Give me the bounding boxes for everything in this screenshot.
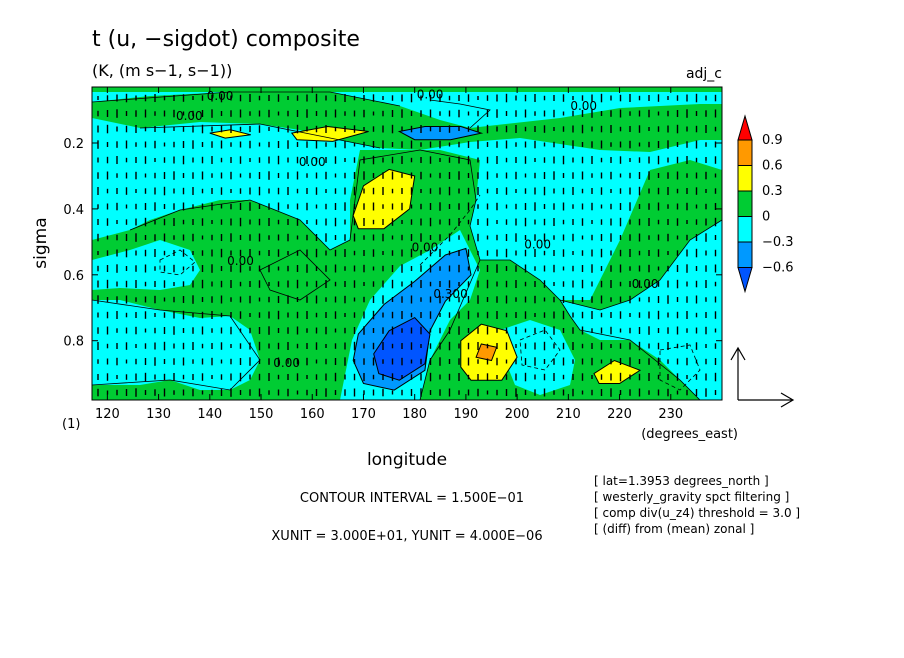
note-line: [ comp div(u_z4) threshold = 3.0 ] bbox=[594, 506, 800, 520]
negative-region-mid-left bbox=[92, 300, 260, 390]
contour-line bbox=[159, 249, 196, 276]
dataset-tag: adj_c bbox=[686, 66, 722, 82]
x-tick-label: 140 bbox=[197, 407, 222, 422]
negative-region-lower-mid bbox=[500, 320, 575, 395]
contour-line bbox=[519, 329, 561, 371]
colorbar-label: 0.3 bbox=[762, 184, 783, 199]
vector-units: XUNIT = 3.000E+01, YUNIT = 4.000E−06 bbox=[271, 529, 542, 544]
contour-label: 0.00 bbox=[412, 241, 439, 255]
x-tick-label: 160 bbox=[300, 407, 325, 422]
colorbar-swatch bbox=[737, 190, 753, 217]
contour-label: 0.00 bbox=[176, 109, 203, 123]
contour-line bbox=[659, 344, 701, 391]
note-line: [ lat=1.3953 degrees_north ] bbox=[594, 474, 769, 488]
contour-line bbox=[259, 249, 331, 301]
colorbar-swatch bbox=[737, 165, 753, 192]
colorbar-swatch bbox=[737, 241, 753, 268]
y-tick-label: 0.6 bbox=[63, 269, 84, 284]
x-axis-units: (degrees_east) bbox=[641, 427, 738, 442]
chart-subtitle: (K, (m s−1, s−1)) bbox=[92, 61, 232, 80]
contour-line bbox=[129, 199, 351, 251]
x-tick-label: 150 bbox=[249, 407, 274, 422]
colorbar-label: 0.9 bbox=[762, 133, 783, 148]
reference-vector bbox=[730, 346, 795, 408]
contour-line bbox=[139, 123, 381, 149]
x-tick-label: 210 bbox=[556, 407, 581, 422]
contour-region bbox=[397, 126, 484, 141]
contour-line bbox=[92, 91, 401, 107]
contour-label: 0.00 bbox=[632, 277, 659, 291]
colorbar-label: −0.6 bbox=[762, 261, 794, 276]
corner-label: (1) bbox=[62, 417, 80, 432]
x-axis-label: longitude bbox=[367, 450, 447, 470]
colorbar-overflow-low bbox=[737, 267, 753, 294]
contour-interval: CONTOUR INTERVAL = 1.500E−01 bbox=[300, 491, 524, 506]
contour-label: 0.00 bbox=[524, 237, 551, 251]
contour-line bbox=[429, 99, 491, 129]
y-tick-label: 0.4 bbox=[63, 203, 84, 218]
note-line: [ (diff) from (mean) zonal ] bbox=[594, 522, 754, 536]
contour-label: 0.00 bbox=[570, 99, 597, 113]
x-tick-label: 220 bbox=[607, 407, 632, 422]
colorbar-overflow-high bbox=[737, 114, 753, 141]
negative-region-lower-right bbox=[560, 220, 722, 400]
contour-label: 0.00 bbox=[207, 89, 234, 103]
contour-region bbox=[290, 125, 369, 142]
contour-line bbox=[559, 299, 701, 400]
plot-frame bbox=[91, 86, 723, 401]
y-axis-label: sigma bbox=[31, 217, 51, 268]
colorbar: 0.9 0.6 0.3 0 −0.3 −0.6 bbox=[737, 114, 794, 294]
contour-label: 0.00 bbox=[227, 254, 254, 268]
x-tick-label: 190 bbox=[453, 407, 478, 422]
plot-area: 0.00 0.00 0.00 0.00 0.00 0.00 0.00 0.300 0.00 0.0… bbox=[92, 87, 722, 400]
colorbar-label: 0.6 bbox=[762, 159, 783, 174]
x-tick-label: 130 bbox=[146, 407, 171, 422]
contour-line bbox=[480, 219, 722, 311]
colorbar-swatch bbox=[737, 216, 753, 243]
y-tick-label: 0.2 bbox=[63, 137, 84, 152]
x-tick-label: 170 bbox=[351, 407, 376, 422]
contour-region bbox=[209, 129, 251, 139]
chart-title: t (u, −sigdot) composite bbox=[92, 27, 360, 52]
contour-label: 0.00 bbox=[417, 88, 444, 102]
contour-label: 0.00 bbox=[273, 356, 300, 370]
x-tick-label: 120 bbox=[95, 407, 120, 422]
contour-line bbox=[349, 149, 481, 400]
y-tick-label: 0.8 bbox=[63, 335, 84, 350]
contour-label: 0.300 bbox=[433, 287, 467, 301]
colorbar-swatch bbox=[737, 139, 753, 166]
contour-line bbox=[92, 299, 261, 391]
x-tick-label: 200 bbox=[505, 407, 530, 422]
contour-line bbox=[419, 194, 481, 266]
colorbar-label: 0 bbox=[762, 210, 770, 225]
contour-label: 0.00 bbox=[299, 155, 326, 169]
x-tick-label: 230 bbox=[658, 407, 683, 422]
colorbar-label: −0.3 bbox=[762, 235, 794, 250]
note-line: [ westerly_gravity spct filtering ] bbox=[594, 490, 789, 504]
x-tick-label: 180 bbox=[402, 407, 427, 422]
